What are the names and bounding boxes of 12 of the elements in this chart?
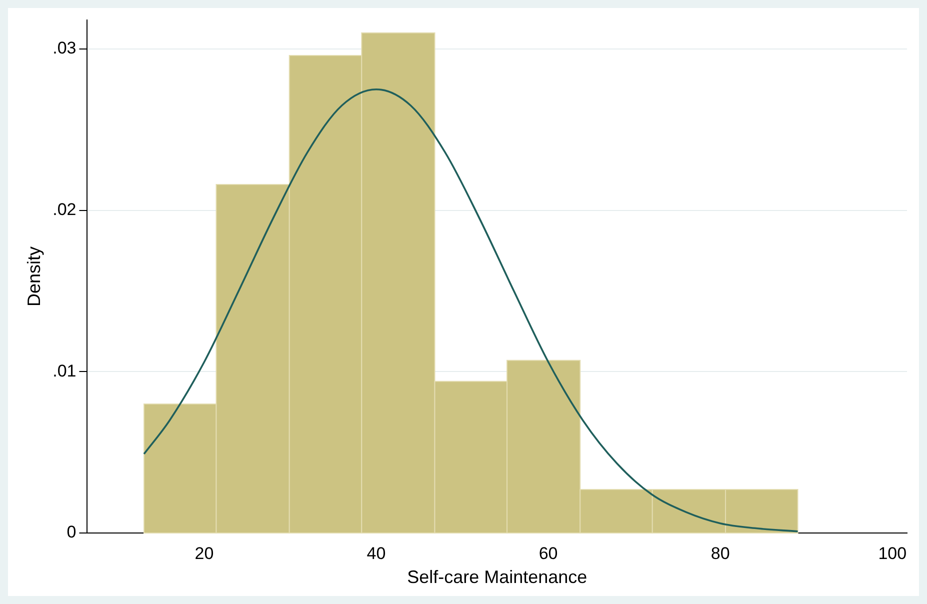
y-axis-title: Density	[24, 246, 44, 307]
x-tick-label: 60	[538, 544, 558, 563]
x-tick-label: 40	[366, 544, 386, 563]
y-tick-label: .02	[52, 200, 76, 220]
x-tick-label: 100	[878, 544, 907, 563]
x-axis-title: Self-care Maintenance	[407, 567, 588, 588]
x-tick-label: 20	[194, 544, 214, 563]
y-tick-label: .03	[52, 38, 76, 58]
x-tick-label: 80	[710, 544, 730, 563]
line-series	[143, 88, 799, 532]
y-tick-label: .01	[52, 361, 76, 380]
y-tick-label: 0	[66, 522, 76, 542]
